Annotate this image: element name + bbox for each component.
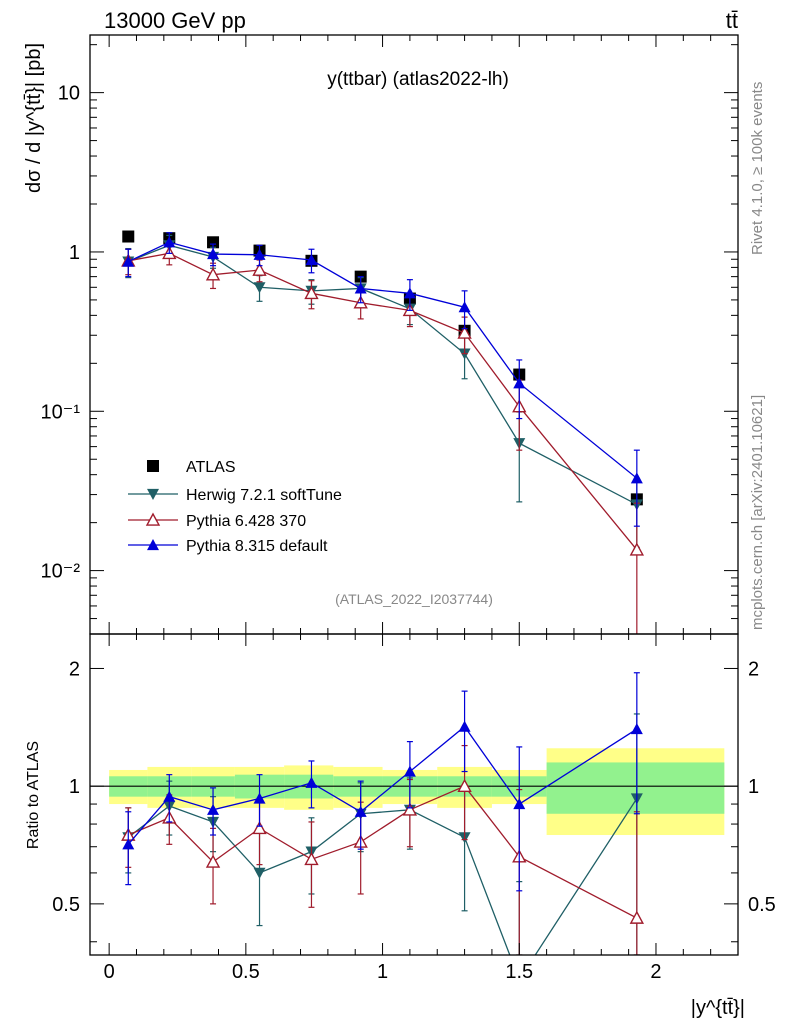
ratio-point (163, 790, 176, 802)
rivet-version-label: Rivet 4.1.0, ≥ 100k events (749, 82, 766, 255)
data-point (207, 236, 220, 249)
data-point (354, 282, 367, 294)
legend-symbol (145, 512, 161, 526)
legend-symbol (147, 488, 159, 500)
ratio-point (252, 820, 267, 835)
y-axis-label: dσ / d |y^{tt̄}| [pb] (23, 43, 45, 193)
x-tick-label: 0 (104, 961, 115, 983)
legend-marker-pythia6 (128, 512, 178, 526)
ratio-y-tick-label-right: 1 (748, 776, 759, 798)
series-line (128, 241, 638, 479)
ratio-point (253, 867, 266, 879)
legend-symbol (147, 460, 159, 472)
ratio-y-tick-label: 0.5 (52, 894, 80, 916)
series-layer (121, 230, 645, 955)
data-point (513, 377, 526, 389)
ratio-point (513, 798, 526, 810)
legend-label-pythia6: Pythia 6.428 370 (186, 513, 306, 530)
ratio-point (354, 805, 367, 817)
mcplots-label: mcplots.cern.ch [arXiv:2401.10621] (749, 395, 766, 630)
data-point (458, 301, 471, 313)
ratio-point (207, 803, 220, 815)
ratio-line (128, 785, 638, 919)
data-point (122, 255, 135, 267)
ratio-frame (89, 633, 739, 956)
data-point (305, 254, 318, 266)
data-point (304, 285, 319, 300)
data-point (122, 230, 135, 243)
legend-symbol (147, 539, 159, 551)
legend-label-herwig: Herwig 7.2.1 softTune (186, 487, 342, 504)
legend-marker-pythia8 (128, 539, 178, 551)
ratio-point (305, 776, 318, 788)
ratio-point (122, 838, 135, 850)
ratio-point (630, 723, 643, 735)
data-point (163, 236, 176, 248)
y-tick-label: 10 (58, 83, 80, 105)
y-tick-label: 1 (69, 242, 80, 264)
x-tick-label: 1 (377, 961, 388, 983)
y-tick-label: 10⁻¹ (41, 401, 81, 423)
data-point (252, 262, 267, 276)
ratio-y-tick-label-right: 2 (748, 658, 759, 680)
series-3 (122, 232, 643, 892)
data-point (629, 542, 645, 556)
x-axis-label: |y^{tt̄}| (691, 997, 745, 1019)
ratio-point (205, 854, 221, 868)
energy-label: 13000 GeV pp (104, 8, 246, 33)
band-inner (546, 762, 725, 814)
y-tick-label: 10⁻² (41, 561, 81, 583)
ratio-y-tick-label-right: 0.5 (748, 894, 776, 916)
data-point (253, 282, 266, 294)
plot-title: y(ttbar) (atlas2022-lh) (327, 69, 509, 90)
x-tick-label: 1.5 (505, 961, 533, 983)
ratio-y-tick-label: 1 (69, 776, 80, 798)
series-line (128, 244, 638, 506)
data-point (207, 248, 220, 260)
series-line (128, 252, 638, 551)
data-point (403, 287, 416, 299)
legend-label-pythia8: Pythia 8.315 default (186, 538, 328, 555)
process-label: tt̄ (726, 8, 738, 33)
legend-marker-atlas (147, 460, 159, 472)
ratio-point (402, 802, 418, 816)
data-point (205, 267, 221, 281)
ratio-line (127, 798, 638, 955)
data-point (253, 248, 266, 260)
data-point (630, 472, 643, 484)
ratio-y-tick-label: 2 (69, 658, 80, 680)
legend: ATLAS Herwig 7.2.1 softTune Pythia 6.428… (128, 459, 342, 555)
ratio-series-3 (122, 672, 643, 892)
data-point (457, 325, 472, 339)
ratio-point (304, 851, 319, 866)
x-tick-label: 2 (650, 961, 661, 983)
series-1 (122, 234, 643, 955)
ratio-point (458, 720, 471, 732)
ratio-uncertainty-bands (109, 748, 725, 836)
analysis-label: (ATLAS_2022_I2037744) (335, 591, 493, 607)
ratio-y-axis-label: Ratio to ATLAS (25, 741, 42, 849)
ratio-point (457, 778, 472, 792)
ratio-point (629, 910, 645, 924)
ratio-point (403, 765, 416, 777)
ratio-point (253, 792, 266, 804)
axes: 0 0.5 1 1.5 2 10⁻² 10⁻¹ 1 10 0.5 0.5 1 1 2 2 (41, 34, 776, 983)
x-tick-label: 0.5 (232, 961, 260, 983)
ratio-line (127, 725, 638, 845)
legend-label-atlas: ATLAS (186, 459, 236, 476)
legend-marker-herwig (128, 488, 178, 500)
